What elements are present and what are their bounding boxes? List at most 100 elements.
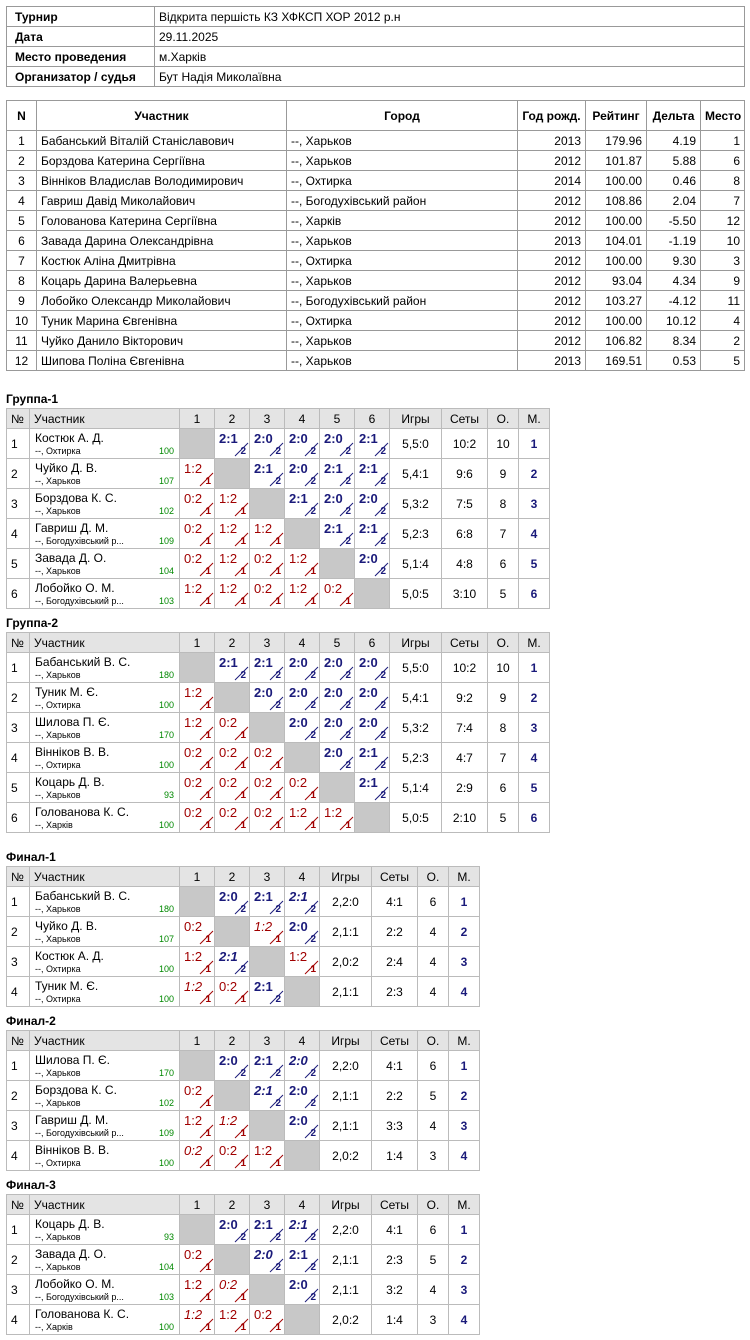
points: 8 [487, 712, 519, 743]
column-header: М. [518, 632, 550, 653]
player-rating: 109 [158, 536, 174, 546]
participant-cell: 5 [6, 210, 37, 231]
score-cell: 1:2 1 [249, 518, 285, 549]
score: 0:2 [219, 715, 238, 730]
score: 1:2 [184, 461, 203, 476]
column-header: 1 [179, 1030, 215, 1051]
score: 2:0 [254, 431, 273, 446]
slash-line [304, 726, 319, 741]
column-header: 2 [214, 632, 250, 653]
slash [304, 562, 319, 577]
slash-line [199, 592, 214, 607]
sets: 3:2 [371, 1274, 418, 1305]
slash [269, 756, 284, 771]
sets: 4:1 [371, 1050, 418, 1081]
slash [304, 502, 319, 517]
slash-line [269, 786, 284, 801]
slash [234, 900, 249, 915]
match-points: 1 [275, 790, 281, 801]
slash [339, 532, 354, 547]
participant-cell: 2012 [517, 190, 586, 211]
slash-line [269, 990, 284, 1005]
score-cell: 2:0 2 [319, 682, 355, 713]
match-points: 2 [275, 1262, 281, 1273]
row-number: 5 [6, 772, 30, 803]
slash-line [269, 1318, 284, 1333]
slash-line [304, 442, 319, 457]
participant-cell: 2012 [517, 290, 586, 311]
player-name: Вінніков В. В. [35, 1143, 110, 1157]
player-rating: 100 [158, 1322, 174, 1332]
diagonal-cell [284, 1304, 320, 1335]
row-number: 2 [6, 1080, 30, 1111]
player-cell: Вінніков В. В. --, Охтирка 100 [29, 742, 180, 773]
player-city: --, Харків [35, 820, 73, 830]
participant-cell: 2012 [517, 150, 586, 171]
player-cell: Бабанський В. С. --, Харьков 180 [29, 886, 180, 917]
score-cell: 1:2 1 [214, 578, 250, 609]
slash [304, 726, 319, 741]
row-number: 1 [6, 428, 30, 459]
score: 1:2 [219, 521, 238, 536]
games: 2,0:2 [319, 1304, 372, 1335]
match-points: 2 [310, 904, 316, 915]
diagonal-cell [179, 652, 215, 683]
player-cell: Коцарь Д. В. --, Харьков 93 [29, 772, 180, 803]
points: 9 [487, 682, 519, 713]
games: 2,1:1 [319, 1244, 372, 1275]
column-header: Участник [29, 632, 180, 653]
place: 3 [448, 946, 480, 977]
match-points: 1 [240, 506, 246, 517]
score-cell: 2:1 2 [319, 518, 355, 549]
score: 2:0 [289, 715, 308, 730]
points: 7 [487, 518, 519, 549]
column-header: Участник [29, 1030, 180, 1051]
games: 5,3:2 [389, 488, 442, 519]
column-header: М. [518, 408, 550, 429]
group-table: № Участник 1 2 3 4 Игры Сеты О. М. 1 Коцарь Д. В. --… [6, 1194, 480, 1335]
match-points: 1 [205, 700, 211, 711]
participant-cell: 11 [6, 330, 37, 351]
row-number: 6 [6, 578, 30, 609]
slash [269, 1094, 284, 1109]
participant-cell: --, Харьков [286, 230, 518, 251]
score-cell: 2:0 2 [284, 1050, 320, 1081]
player-row: 3 Гавриш Д. М. --, Богодухівський р... 109 1… [6, 1110, 480, 1141]
info-row: Место проведения м.Харків [6, 46, 745, 67]
player-city: --, Харьков [35, 1232, 81, 1242]
score: 2:1 [359, 521, 378, 536]
score-cell: 2:1 2 [214, 946, 250, 977]
games: 5,0:5 [389, 578, 442, 609]
slash [339, 666, 354, 681]
column-header: О. [487, 408, 519, 429]
slash-line [339, 756, 354, 771]
header-row: № Участник 1 2 3 4 Игры Сеты О. М. [6, 866, 480, 887]
slash-line [234, 1154, 249, 1169]
player-city: --, Харьков [35, 506, 81, 516]
slash [199, 1124, 214, 1139]
diagonal-cell [179, 1214, 215, 1245]
column-header: Сеты [371, 1030, 418, 1051]
place: 6 [518, 578, 550, 609]
match-points: 1 [205, 536, 211, 547]
score: 1:2 [254, 1143, 273, 1158]
score: 2:0 [324, 431, 343, 446]
slash-line [304, 666, 319, 681]
score-cell: 1:2 1 [179, 976, 215, 1007]
points: 8 [487, 488, 519, 519]
slash [374, 666, 389, 681]
score: 0:2 [184, 551, 203, 566]
points: 4 [417, 916, 449, 947]
score-cell: 2:1 2 [249, 1050, 285, 1081]
points: 10 [487, 652, 519, 683]
group-title: Группа-1 [6, 392, 59, 406]
score: 2:1 [289, 889, 308, 904]
participant-row: 7 Костюк Аліна Дмитрівна --, Охтирка 2012 10… [6, 250, 745, 271]
score: 0:2 [254, 581, 273, 596]
row-number: 4 [6, 1140, 30, 1171]
participant-cell: --, Харьков [286, 350, 518, 371]
score-cell: 2:0 2 [284, 652, 320, 683]
points: 7 [487, 742, 519, 773]
points: 4 [417, 1110, 449, 1141]
slash-line [374, 562, 389, 577]
